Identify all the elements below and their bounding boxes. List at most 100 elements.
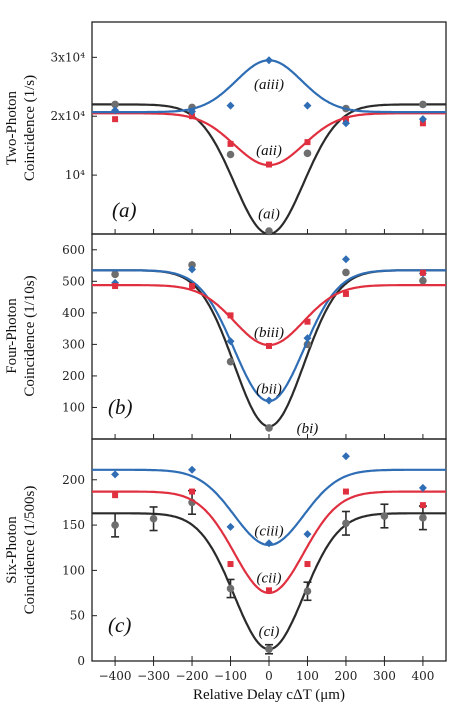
data-point-blue [226,522,235,531]
data-point-red [304,318,311,325]
curve-label: (aii) [256,143,282,159]
panel-c-ytick-label: 150 [62,518,85,532]
data-point-black [188,261,196,269]
data-point-red [266,587,272,594]
curve-label: (aiii) [254,77,284,93]
data-point-black [111,521,119,529]
data-point-red [227,561,234,568]
curve-label: (bi) [297,421,319,437]
curve-label: (cii) [257,571,282,587]
data-point-black [226,150,235,159]
panel-b-ytick-label: 400 [62,306,85,320]
data-point-blue [111,470,120,479]
panel-c-ylabel-line1: Six-Photon [4,516,20,584]
data-point-red [266,342,272,349]
data-point-black [226,357,235,366]
panel-a-letter: (a) [112,198,137,222]
data-point-blue [303,334,312,343]
panel-c-ylabel-line2: Coincidence (1/500s) [22,486,38,615]
data-point-blue [226,337,235,346]
x-tick-label: 200 [335,669,358,683]
data-point-red [227,140,234,147]
data-point-blue [188,107,197,116]
x-axis: −400 −300 −200 −100 0 100 200 300 400 [99,661,434,683]
data-point-blue [265,396,273,405]
panel-b-ytick-label: 500 [62,274,85,288]
data-point-red [304,139,311,146]
panel-b-ytick-label: 300 [62,337,85,351]
data-point-blue [341,255,350,264]
data-point-red [266,161,272,168]
panel-c: 0 50 100 150 200 (ci) (cii) (ciii) [62,452,446,668]
data-point-blue [188,465,197,474]
curve-label: (bii) [256,382,282,398]
panel-c-ytick-label: 100 [62,563,85,577]
data-point-red [419,502,426,509]
panel-c-ytick-label: 200 [62,473,85,487]
data-point-red [112,492,119,499]
x-tick-label: 100 [296,669,319,683]
data-point-black [303,149,312,158]
data-point-black [419,514,427,522]
data-point-red [189,283,196,290]
panel-a-ytick-label: 10⁴ [65,168,85,182]
panel-b-ytick-label: 100 [62,400,85,414]
data-point-red [112,283,119,290]
curve-label: (ai) [258,206,280,222]
data-point-red [342,488,349,495]
panel-c-ytick-label: 0 [77,654,85,668]
curve-label: (ci) [259,624,280,640]
x-tick-label: −100 [214,669,247,683]
data-point-black [111,100,119,109]
panel-a-frame [91,21,447,235]
data-point-black [342,268,350,277]
data-point-red [227,312,234,319]
data-point-blue [303,101,312,110]
data-point-blue [188,265,197,274]
curve-label: (ciii) [254,524,283,540]
data-point-red [342,116,349,123]
data-point-red [112,116,119,123]
data-point-black [419,276,427,285]
panel-a-ylabel-line2: Coincidence (1/s) [22,75,38,181]
data-point-black [265,424,273,432]
x-tick-label: 0 [265,669,273,683]
panel-b-ytick-label: 200 [62,369,85,383]
data-point-black [419,100,427,109]
panel-c-ytick-label: 50 [70,609,85,623]
x-tick-label: 400 [411,669,434,683]
panel-c-letter: (c) [108,613,131,637]
data-point-red [304,561,311,568]
panel-a-ytick-label: 2x10⁴ [51,109,86,123]
data-point-blue [265,539,273,548]
panel-b-ytick-label: 600 [62,243,85,257]
data-point-black [265,645,273,654]
x-axis-title: Relative Delay cΔT (μm) [193,687,345,703]
x-tick-label: −200 [176,669,209,683]
panel-b-ylabel-line2: Coincidence (1/10s) [22,275,38,396]
data-point-red [189,488,196,495]
data-point-black [265,227,273,235]
panel-b: 100 200 300 400 500 600 (bi) (bii) (biii) [62,243,446,439]
data-point-blue [265,56,273,65]
panel-b-ylabel-line1: Four-Photon [4,298,20,374]
curve-label: (biii) [254,325,284,341]
data-point-blue [341,452,350,461]
data-point-red [342,290,349,297]
panel-a-ytick-label: 3x10⁴ [51,50,86,64]
data-point-blue [226,101,235,110]
data-point-black [342,519,350,528]
data-point-black [149,514,158,523]
data-point-blue [303,530,312,539]
x-tick-label: 300 [373,669,396,683]
panel-b-letter: (b) [108,395,133,419]
data-point-blue [418,483,427,492]
data-point-red [419,120,426,127]
data-point-blue [418,115,427,124]
data-point-blue [341,119,350,128]
data-point-black [303,587,312,596]
panel-a-ylabel-line1: Two-Photon [4,91,20,165]
data-point-black [380,512,389,520]
data-point-black [111,270,119,279]
